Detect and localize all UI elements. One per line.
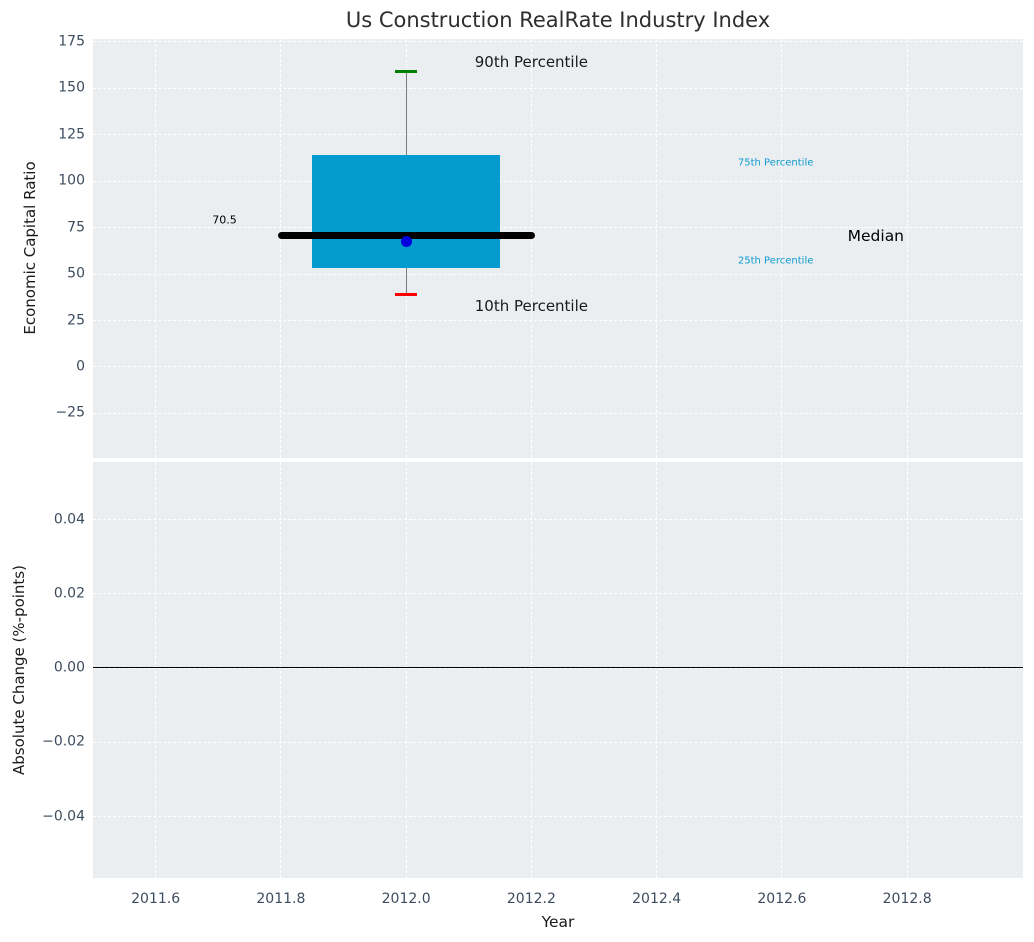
bottom-plot-area — [93, 462, 1023, 878]
company-data-point — [400, 236, 412, 248]
y-tick-label: −0.04 — [42, 808, 85, 825]
gridline-horizontal — [93, 741, 1023, 743]
y-tick-label: 0.04 — [53, 511, 85, 528]
y-tick-label: 0.00 — [53, 659, 85, 676]
gridline-vertical — [405, 462, 407, 878]
y-tick-label: 0 — [76, 358, 85, 375]
iqr-box — [312, 155, 501, 268]
y-tick-label: 125 — [58, 126, 85, 143]
chart-title: Us Construction RealRate Industry Index — [345, 8, 771, 32]
gridline-vertical — [155, 39, 157, 458]
y-tick-label: 50 — [67, 265, 85, 282]
y-tick-label: −0.02 — [42, 734, 85, 751]
y-tick-label: 100 — [58, 172, 85, 189]
gridline-vertical — [656, 39, 658, 458]
gridline-vertical — [906, 39, 908, 458]
gridline-vertical — [155, 462, 157, 878]
gridline-horizontal — [93, 180, 1023, 182]
x-tick-label: 2012.0 — [381, 891, 431, 907]
gridline-horizontal — [93, 87, 1023, 89]
annotation-10th-percentile: 10th Percentile — [474, 296, 588, 315]
gridline-horizontal — [93, 320, 1023, 321]
gridline-vertical — [781, 39, 783, 458]
p90-whisker-cap — [395, 70, 417, 74]
x-tick-label: 2011.6 — [131, 891, 181, 907]
gridline-vertical — [280, 462, 282, 878]
gridline-horizontal — [93, 227, 1023, 229]
y-tick-label: −25 — [55, 405, 85, 422]
y-tick-label: 75 — [67, 219, 85, 236]
annotation-median: Median — [847, 226, 905, 245]
top-y-axis-label: Economic Capital Ratio — [21, 161, 39, 335]
gridline-horizontal — [93, 134, 1023, 136]
annotation-25th-percentile: 25th Percentile — [737, 255, 814, 267]
gridline-vertical — [781, 462, 783, 878]
x-tick-label: 2012.2 — [506, 891, 556, 907]
annotation-75th-percentile: 75th Percentile — [737, 157, 814, 169]
gridline-horizontal — [93, 519, 1023, 521]
gridline-horizontal — [93, 41, 1023, 43]
median-line — [277, 232, 535, 240]
gridline-horizontal — [93, 412, 1023, 414]
gridline-horizontal — [93, 273, 1023, 275]
x-tick-label: 2011.8 — [256, 891, 306, 907]
gridline-vertical — [280, 39, 282, 458]
gridline-vertical — [530, 39, 532, 458]
y-tick-label: 175 — [58, 33, 85, 50]
y-tick-label: 150 — [58, 79, 85, 96]
annotation-70-5: 70.5 — [212, 213, 237, 227]
gridline-vertical — [530, 462, 532, 878]
y-tick-label: 25 — [67, 312, 85, 329]
zero-line — [93, 667, 1023, 669]
x-tick-label: 2012.6 — [757, 891, 807, 907]
y-tick-label: 0.02 — [53, 585, 85, 602]
gridline-horizontal — [93, 366, 1023, 368]
bottom-y-axis-label: Absolute Change (%-points) — [10, 565, 28, 775]
gridline-vertical — [656, 462, 658, 878]
x-tick-label: 2012.8 — [882, 891, 932, 907]
p10-whisker-cap — [395, 293, 417, 296]
x-tick-label: 2012.4 — [632, 891, 682, 907]
x-axis-label: Year — [541, 913, 575, 931]
annotation-90th-percentile: 90th Percentile — [474, 53, 588, 72]
gridline-horizontal — [93, 593, 1023, 595]
gridline-vertical — [906, 462, 908, 878]
gridline-horizontal — [93, 816, 1023, 818]
top-plot-area: 90th Percentile 10th Percentile 75th Perce… — [93, 39, 1023, 458]
